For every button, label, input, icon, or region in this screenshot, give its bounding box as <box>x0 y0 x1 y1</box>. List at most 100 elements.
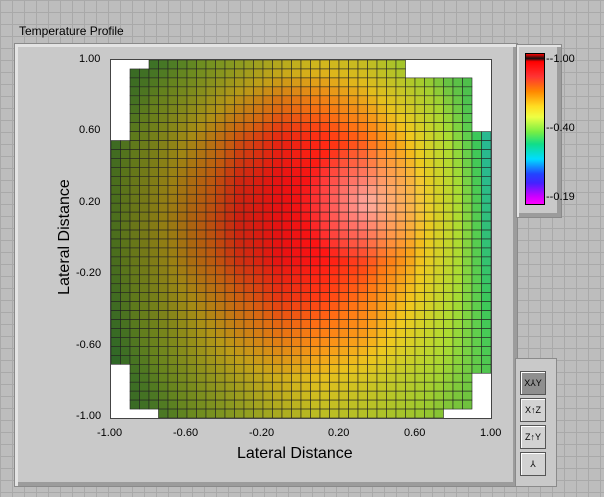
heatmap-cell <box>139 390 150 401</box>
heatmap-cell <box>234 319 245 329</box>
heatmap-cell <box>367 167 378 177</box>
heatmap-cell <box>319 319 330 329</box>
heatmap-cell <box>395 355 406 365</box>
xy-view-button[interactable]: X⅄Y <box>520 371 546 395</box>
heatmap-cell <box>338 86 349 97</box>
heatmap-cell <box>262 59 273 70</box>
heatmap-cell <box>253 131 264 141</box>
heatmap-cell <box>177 149 188 159</box>
heatmap-cell <box>177 283 188 293</box>
heatmap-cell <box>481 337 492 347</box>
heatmap-cell <box>129 229 140 240</box>
heatmap-cell <box>253 355 264 365</box>
yz-view-button[interactable]: Z↑Y <box>520 425 546 449</box>
heatmap-cell <box>158 337 169 347</box>
heatmap-cell <box>424 176 435 186</box>
heatmap-cell <box>215 202 226 213</box>
heatmap-cell <box>319 274 330 285</box>
heatmap-cell <box>329 95 340 106</box>
heatmap-cell <box>243 59 254 70</box>
heatmap-cell <box>310 292 321 302</box>
heatmap-cell <box>186 301 197 311</box>
heatmap-cell <box>405 355 416 365</box>
heatmap-cell <box>329 167 340 177</box>
heatmap-cell <box>158 59 169 70</box>
heatmap-cell <box>224 363 235 374</box>
heatmap-cell <box>424 346 435 356</box>
heatmap-cell <box>386 202 397 213</box>
heatmap-cell <box>367 390 378 401</box>
heatmap-cell <box>357 274 368 285</box>
heatmap-cell <box>272 68 283 79</box>
heatmap-cell <box>215 229 226 240</box>
heatmap-cell <box>462 399 473 410</box>
heatmap-cell <box>215 408 226 419</box>
heatmap-cell <box>167 122 178 132</box>
heatmap-cell <box>110 158 121 168</box>
heatmap-cell <box>471 319 482 329</box>
heatmap-cell <box>291 59 302 70</box>
heatmap-cell <box>433 77 444 88</box>
heatmap-cell <box>215 86 226 97</box>
heatmap-cell <box>205 95 216 106</box>
heatmap-cell <box>405 310 416 320</box>
heatmap-cell <box>300 86 311 97</box>
heatmap-cell <box>148 381 159 392</box>
heatmap-cell <box>234 265 245 276</box>
heatmap-cell <box>424 104 435 114</box>
heatmap-cell <box>481 301 492 311</box>
heatmap-cell <box>348 158 359 168</box>
heatmap-cell <box>367 265 378 276</box>
xz-view-button[interactable]: X↑Z <box>520 398 546 422</box>
heatmap-cell <box>224 104 235 114</box>
heatmap-cell <box>243 193 254 204</box>
heatmap-cell <box>424 122 435 132</box>
heatmap-cell <box>148 140 159 150</box>
heatmap-cell <box>196 372 207 383</box>
heatmap-cell <box>433 86 444 97</box>
heatmap-cell <box>291 390 302 401</box>
heatmap-cell <box>329 372 340 383</box>
heatmap-cell <box>215 238 226 249</box>
heatmap-cell <box>395 238 406 249</box>
heatmap-cell <box>158 149 169 159</box>
heatmap-cell <box>310 337 321 347</box>
heatmap-cell <box>414 202 425 213</box>
heatmap-cell <box>319 301 330 311</box>
heatmap-cell <box>329 274 340 285</box>
heatmap-cell <box>167 211 178 222</box>
heatmap-cell <box>319 355 330 365</box>
heatmap-cell <box>376 301 387 311</box>
heatmap-cell <box>253 211 264 222</box>
heatmap-cell <box>281 283 292 293</box>
heatmap-cell <box>424 238 435 249</box>
heatmap-cell <box>357 346 368 356</box>
heatmap-cell <box>139 265 150 276</box>
heatmap-cell <box>348 328 359 338</box>
default-view-button[interactable]: ⅄ <box>520 452 546 476</box>
heatmap-cell <box>139 140 150 150</box>
heatmap-cell <box>319 292 330 302</box>
heatmap-cell <box>224 265 235 276</box>
heatmap-cell <box>253 363 264 374</box>
heatmap-cell <box>319 408 330 419</box>
heatmap-cell <box>367 229 378 240</box>
heatmap-cell <box>148 202 159 213</box>
heatmap-cell <box>177 319 188 329</box>
heatmap-cell <box>158 122 169 132</box>
heatmap-cell <box>167 274 178 285</box>
plot-area[interactable] <box>110 59 492 419</box>
heatmap-cell <box>348 122 359 132</box>
heatmap-cell <box>424 202 435 213</box>
heatmap-cell <box>186 238 197 249</box>
heatmap-cell <box>348 193 359 204</box>
heatmap-cell <box>310 95 321 106</box>
heatmap-cell <box>443 193 454 204</box>
heatmap-cell <box>405 301 416 311</box>
heatmap-cell <box>234 193 245 204</box>
heatmap-cell <box>481 211 492 222</box>
heatmap-cell <box>300 301 311 311</box>
heatmap-cell <box>262 328 273 338</box>
heatmap-cell <box>167 131 178 141</box>
heatmap-cell <box>186 363 197 374</box>
